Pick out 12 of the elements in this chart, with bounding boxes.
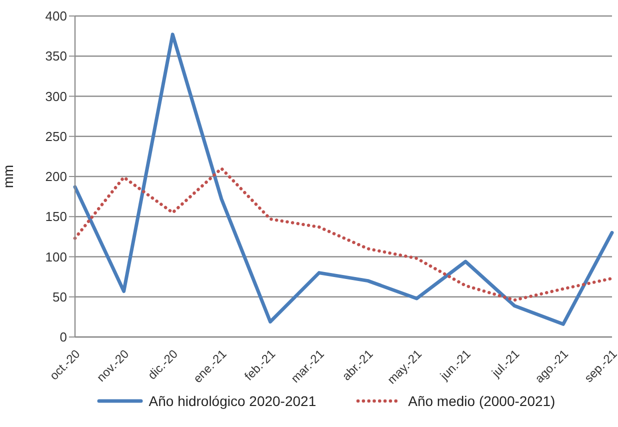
y-tick-label: 150: [45, 209, 67, 224]
y-tick-label: 50: [52, 289, 67, 304]
y-tick-label: 350: [45, 48, 67, 64]
y-tick-label: 250: [45, 128, 67, 144]
legend-label: Año hidrológico 2020-2021: [148, 393, 316, 409]
y-tick-label: 200: [45, 169, 67, 184]
y-axis-title: mm: [0, 164, 16, 188]
y-tick-label: 400: [45, 8, 67, 24]
legend-label: Año medio (2000-2021): [408, 393, 556, 409]
y-tick-label: 0: [60, 330, 67, 345]
y-tick-label: 300: [45, 88, 67, 104]
y-tick-label: 100: [45, 249, 67, 264]
